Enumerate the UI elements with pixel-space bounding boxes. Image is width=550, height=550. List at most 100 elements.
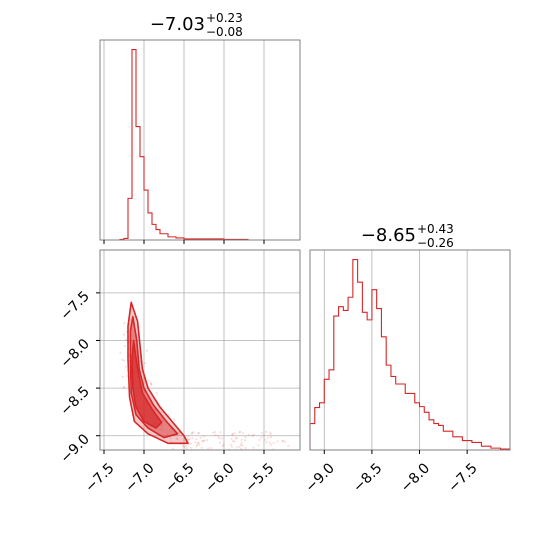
scatter-point (276, 440, 279, 443)
scatter-point (150, 383, 153, 386)
scatter-point (220, 437, 223, 440)
scatter-point (159, 428, 162, 431)
scatter-point (266, 436, 269, 439)
scatter-point (212, 431, 215, 434)
scatter-point (176, 437, 179, 441)
scatter-point (239, 430, 242, 433)
scatter-point (238, 445, 241, 448)
scatter-point (177, 430, 180, 434)
scatter-point (124, 365, 127, 368)
scatter-point (200, 446, 203, 449)
scatter-point (241, 444, 244, 447)
joint-ylabel-1: −8.0 (57, 336, 92, 371)
scatter-point (252, 446, 255, 449)
scatter-point (251, 434, 254, 437)
right-xlabel-1: −8.5 (350, 460, 385, 495)
scatter-point (190, 432, 193, 435)
scatter-point (205, 439, 209, 442)
joint-xlabel-3: −6.0 (202, 460, 237, 495)
joint-ylabel-0: −7.5 (57, 288, 92, 323)
scatter-point (241, 432, 245, 435)
scatter-point (201, 439, 204, 443)
scatter-point (122, 333, 126, 336)
top-frame (99, 39, 301, 241)
scatter-point (268, 441, 271, 444)
right-frame (309, 249, 511, 451)
scatter-point (203, 439, 206, 442)
scatter-point (188, 437, 191, 441)
histogram-title-right: −8.65 +0.43 −0.26 (361, 222, 454, 250)
scatter-point (269, 431, 272, 434)
scatter-point (244, 435, 247, 439)
scatter-point (233, 432, 236, 435)
scatter-point (199, 436, 202, 439)
scatter-point (147, 379, 150, 382)
scatter-point (240, 447, 243, 450)
scatter-point (235, 446, 238, 449)
scatter-point (230, 437, 233, 440)
scatter-point (217, 435, 220, 438)
scatter-point (169, 437, 172, 440)
scatter-point (186, 437, 190, 440)
scatter-point (123, 359, 126, 362)
scatter-point (218, 437, 221, 440)
scatter-point (238, 431, 241, 434)
scatter-point (234, 437, 237, 440)
scatter-point (192, 431, 195, 434)
scatter-point (178, 432, 181, 435)
scatter-point (233, 440, 236, 443)
scatter-point (258, 438, 261, 442)
scatter-point (160, 424, 163, 427)
scatter-point (155, 391, 158, 395)
scatter-point (244, 439, 247, 442)
scatter-point (235, 437, 238, 440)
scatter-point (264, 438, 267, 441)
scatter-point (207, 447, 210, 450)
scatter-point (187, 439, 190, 442)
scatter-point (221, 445, 224, 448)
panel-scatter-contour: −7.5 −7.0 −6.5 −6.0 −5.5−7.5−8.0−8.5−9.0 (57, 249, 301, 496)
scatter-point (175, 437, 178, 440)
scatter-point (257, 444, 260, 447)
panel-histogram-top (99, 39, 301, 244)
scatter-point (124, 338, 128, 341)
scatter-point (144, 362, 147, 365)
scatter-point (194, 441, 197, 444)
scatter-point (269, 432, 272, 436)
joint-xlabel-2: −6.5 (162, 460, 197, 495)
title-top-value: −7.03 (150, 14, 205, 35)
scatter-point (189, 442, 193, 445)
scatter-point (145, 349, 148, 352)
scatter-point (252, 433, 255, 436)
scatter-point (287, 444, 290, 448)
scatter-point (240, 441, 243, 445)
scatter-point (231, 432, 234, 436)
scatter-point (222, 443, 225, 446)
scatter-point (198, 443, 201, 447)
scatter-point (195, 445, 198, 448)
scatter-point (231, 440, 235, 443)
scatter-point (197, 441, 200, 444)
scatter-point (196, 443, 199, 446)
scatter-point (149, 381, 152, 384)
joint-xlabel-4: −5.5 (242, 460, 277, 495)
scatter-point (195, 437, 198, 441)
scatter-point (202, 435, 205, 438)
scatter-point (138, 359, 142, 363)
scatter-point (187, 434, 190, 438)
scatter-point (239, 443, 243, 447)
scatter-point (281, 439, 284, 442)
contour-inner (131, 339, 163, 429)
scatter-point (160, 425, 164, 428)
scatter-point (214, 431, 217, 434)
title-top-lower: −0.08 (206, 25, 243, 39)
scatter-point (210, 446, 213, 450)
scatter-point (265, 441, 268, 444)
histogram-right-line (309, 258, 511, 450)
scatter-point (281, 440, 284, 443)
scatter-point (171, 447, 175, 450)
scatter-point (183, 446, 186, 449)
title-right-value: −8.65 (361, 225, 416, 246)
scatter-point (123, 322, 126, 325)
